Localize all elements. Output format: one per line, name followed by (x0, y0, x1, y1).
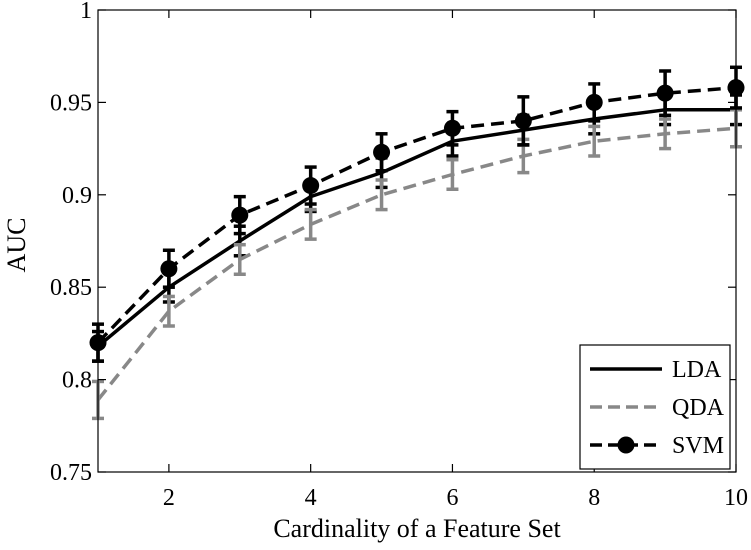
y-tick-label: 0.8 (62, 368, 92, 394)
x-tick-label: 10 (724, 485, 748, 511)
y-axis-label: AUC (2, 218, 31, 273)
y-tick-label: 0.95 (50, 90, 92, 116)
legend-item-qda: QDA (590, 395, 725, 421)
series-line (96, 126, 737, 401)
y-tick-label: 0.85 (50, 275, 92, 301)
legend-item-svm: SVM (590, 433, 724, 459)
data-point (656, 84, 674, 102)
series-line (96, 85, 737, 344)
error-bar (588, 124, 601, 158)
series-line (96, 108, 736, 348)
x-tick-label: 4 (305, 485, 317, 511)
legend: LDA QDA SVM (579, 344, 731, 470)
series-svm (89, 65, 745, 363)
x-tick-label: 2 (163, 485, 175, 511)
legend-label: LDA (672, 357, 722, 383)
error-bar (162, 294, 175, 328)
plot-area (89, 65, 745, 421)
legend-label: QDA (672, 395, 725, 421)
legend-label: SVM (672, 433, 724, 459)
series-qda (92, 108, 742, 421)
legend-swatch-marker (617, 436, 635, 454)
axes: 0.75 0.8 0.85 0.9 0.95 1 2 4 6 8 10 (50, 0, 748, 511)
data-point (443, 119, 461, 137)
data-point (302, 177, 320, 195)
axes-box (97, 9, 737, 473)
data-point (231, 206, 249, 224)
data-point (585, 93, 603, 111)
data-point (514, 112, 532, 130)
legend-item-lda: LDA (590, 357, 722, 383)
data-point (160, 260, 178, 278)
x-axis-label: Cardinality of a Feature Set (273, 514, 561, 543)
data-point (373, 143, 391, 161)
y-tick-label: 1 (80, 0, 92, 24)
error-bar (375, 178, 388, 212)
y-tick-label: 0.9 (62, 183, 92, 209)
x-tick-label: 6 (446, 485, 458, 511)
x-tick-label: 8 (588, 485, 600, 511)
y-tick-label: 0.75 (50, 460, 92, 486)
